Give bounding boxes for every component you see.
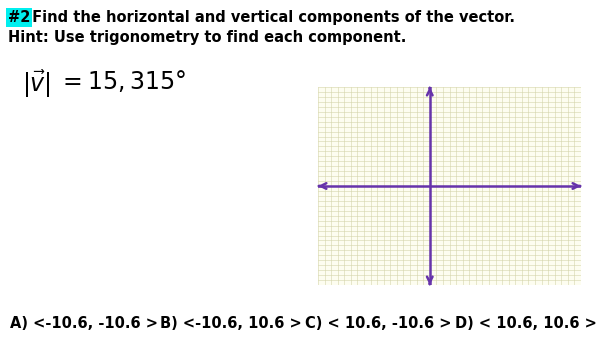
Text: D) < 10.6, 10.6 >: D) < 10.6, 10.6 > [455,316,597,331]
Text: $= 15, 315°$: $= 15, 315°$ [58,68,186,94]
Text: B) <-10.6, 10.6 >: B) <-10.6, 10.6 > [160,316,302,331]
Text: Find the horizontal and vertical components of the vector.: Find the horizontal and vertical compone… [27,10,515,25]
Text: #2: #2 [8,10,30,25]
Text: $|\vec{v}|$: $|\vec{v}|$ [22,68,51,100]
Text: A) <-10.6, -10.6 >: A) <-10.6, -10.6 > [10,316,158,331]
Text: C) < 10.6, -10.6 >: C) < 10.6, -10.6 > [305,316,451,331]
Text: Hint: Use trigonometry to find each component.: Hint: Use trigonometry to find each comp… [8,30,407,45]
